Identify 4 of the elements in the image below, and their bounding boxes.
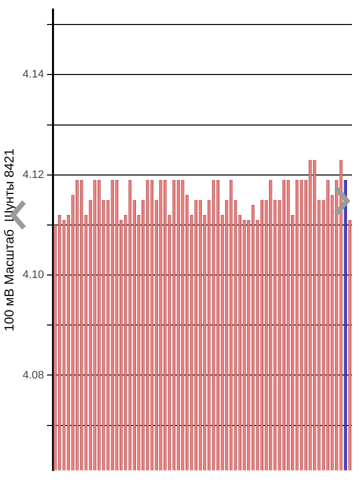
y-tick-label: 4.10 — [22, 269, 44, 282]
y-tick-label: 4.14 — [22, 68, 44, 81]
y-tick-label: 4.12 — [22, 168, 44, 181]
y-tick-label: 4.08 — [22, 369, 44, 382]
